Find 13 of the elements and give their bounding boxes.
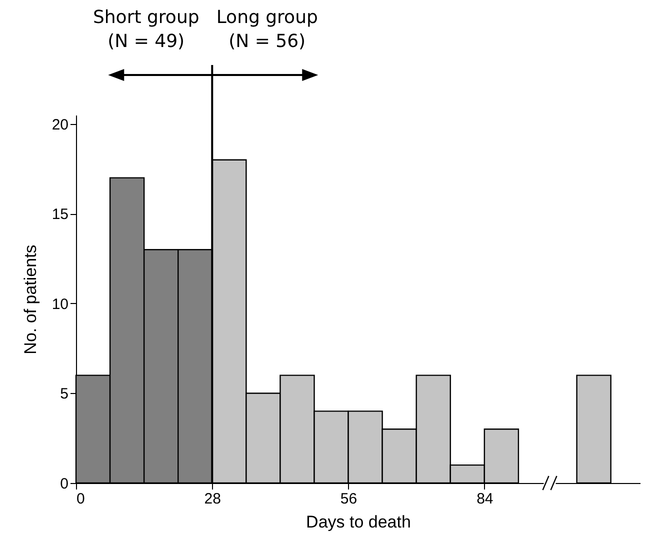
text: Short group (N = 49) bbox=[92, 7, 200, 52]
x-tick-label: 28 bbox=[204, 490, 221, 508]
y-tick-label: 0 bbox=[60, 476, 68, 492]
y-tick-label: 15 bbox=[52, 206, 68, 224]
x-tick-label: 0 bbox=[76, 490, 85, 508]
y-tick-label: 5 bbox=[60, 386, 68, 403]
x-axis-title: Days to death bbox=[306, 512, 411, 532]
x-tick-label: 84 bbox=[476, 490, 494, 508]
y-tick-label: 10 bbox=[52, 296, 68, 313]
text: Long group (N = 56) bbox=[216, 7, 318, 52]
x-tick-label: 56 bbox=[340, 490, 358, 508]
y-tick-label: 20 bbox=[52, 116, 68, 134]
y-axis-title: No. of patients bbox=[20, 244, 40, 354]
